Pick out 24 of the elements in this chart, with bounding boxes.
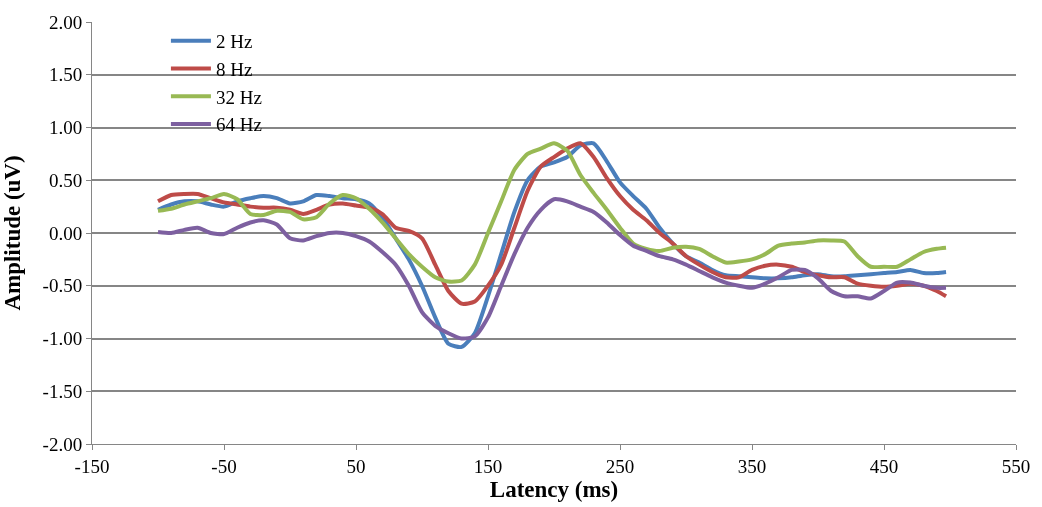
y-tick-label: 0.00	[48, 222, 83, 244]
legend-label: 8 Hz	[215, 58, 253, 80]
x-tick-label: 250	[605, 455, 635, 477]
line-series	[156, 197, 949, 341]
y-tick-label: -1.00	[42, 328, 83, 350]
y-tick-label: 0.50	[48, 169, 83, 191]
x-tick-label: -150	[74, 455, 110, 477]
y-tick-label: 2.00	[48, 11, 83, 33]
x-tick-label: 50	[346, 455, 366, 477]
x-tick-label: 550	[1001, 455, 1031, 477]
y-axis-title: Amplitude (uV)	[0, 155, 26, 311]
y-tick-label: -2.00	[42, 433, 83, 455]
y-tick-label: -0.50	[42, 275, 83, 297]
x-tick-label: 450	[869, 455, 899, 477]
legend-label: 64 Hz	[215, 114, 262, 136]
x-tick-label: 350	[737, 455, 767, 477]
y-tick-label: -1.50	[42, 380, 83, 402]
legend-label: 2 Hz	[215, 31, 253, 53]
x-tick-label: -50	[211, 455, 237, 477]
x-tick-label: 150	[473, 455, 503, 477]
y-tick-label: 1.00	[48, 117, 83, 139]
y-tick-label: 1.50	[48, 64, 83, 86]
x-axis-title: Latency (ms)	[489, 476, 619, 502]
legend-label: 32 Hz	[215, 86, 262, 108]
